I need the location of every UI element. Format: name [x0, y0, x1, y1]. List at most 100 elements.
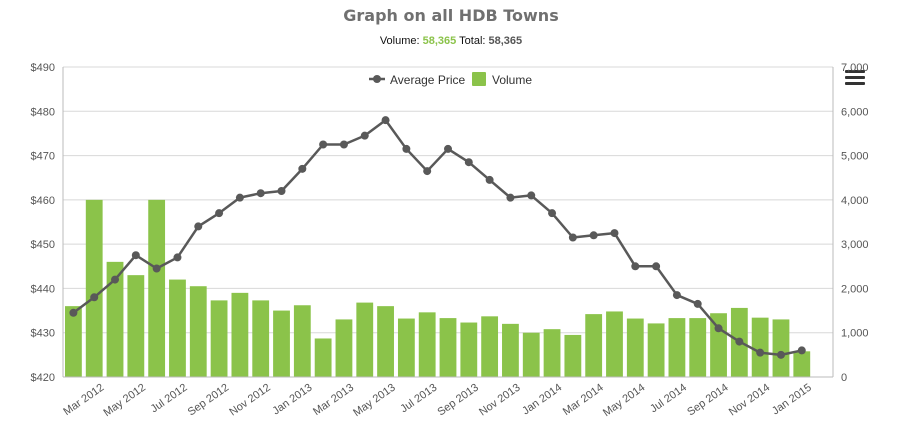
volume-bar[interactable] [210, 300, 228, 377]
volume-bar[interactable] [65, 306, 82, 377]
x-tick-label: Mar 2013 [311, 382, 356, 418]
average-price-point[interactable] [797, 346, 806, 355]
average-price-point[interactable] [693, 299, 702, 308]
y-right-tick-label: 4,000 [841, 195, 869, 207]
y-left-tick-label: $450 [31, 239, 55, 251]
average-price-point[interactable] [756, 348, 765, 357]
average-price-point[interactable] [131, 251, 140, 260]
legend[interactable]: Average Price Volume [369, 72, 532, 87]
volume-bar[interactable] [356, 302, 374, 377]
volume-bar[interactable] [606, 311, 623, 377]
volume-bar[interactable] [481, 316, 499, 377]
average-price-point[interactable] [631, 262, 640, 271]
average-price-point[interactable] [714, 324, 723, 333]
average-price-point[interactable] [423, 167, 432, 176]
volume-bar[interactable] [793, 351, 811, 377]
average-price-point[interactable] [527, 191, 536, 200]
volume-bar[interactable] [668, 318, 686, 377]
legend-line-marker [373, 75, 381, 83]
volume-bar[interactable] [85, 199, 103, 377]
y-left-tick-label: $460 [31, 195, 55, 207]
x-tick-label: May 2013 [351, 382, 397, 420]
y-right-tick-label: 1,000 [841, 328, 869, 340]
x-tick-label: Jul 2013 [398, 382, 439, 416]
average-price-point[interactable] [506, 193, 515, 202]
y-right-tick-label: 7,000 [841, 62, 869, 74]
volume-bar[interactable] [564, 334, 582, 377]
volume-bar[interactable] [689, 318, 707, 377]
average-price-point[interactable] [152, 264, 161, 273]
average-price-point[interactable] [610, 229, 619, 238]
volume-bar[interactable] [127, 275, 145, 377]
volume-bar[interactable] [106, 261, 124, 377]
x-tick-label: Nov 2013 [477, 382, 522, 419]
x-tick-label: Nov 2012 [227, 382, 272, 419]
volume-bar[interactable] [397, 318, 415, 377]
average-price-point[interactable] [464, 158, 473, 167]
volume-bar[interactable] [377, 306, 394, 377]
x-tick-label: Sep 2013 [435, 382, 480, 419]
average-price-point[interactable] [215, 209, 224, 218]
volume-bar[interactable] [335, 319, 353, 377]
volume-bar[interactable] [231, 292, 249, 377]
average-price-point[interactable] [548, 209, 557, 218]
average-price-point[interactable] [776, 350, 785, 359]
volume-bar[interactable] [293, 305, 311, 377]
y-right-tick-label: 5,000 [841, 151, 869, 163]
average-price-point[interactable] [589, 231, 598, 240]
volume-bar[interactable] [585, 314, 603, 377]
average-price-point[interactable] [173, 253, 182, 262]
average-price-point[interactable] [298, 164, 307, 173]
average-price-point[interactable] [319, 140, 328, 149]
average-price-point[interactable] [485, 175, 494, 184]
volume-bar[interactable] [418, 312, 436, 377]
volume-bar[interactable] [710, 313, 727, 377]
average-price-point[interactable] [381, 116, 390, 125]
volume-bar[interactable] [772, 319, 790, 377]
average-price-point[interactable] [402, 144, 411, 153]
volume-bar[interactable] [273, 310, 290, 377]
average-price-point[interactable] [672, 291, 681, 300]
average-price-point[interactable] [652, 262, 661, 271]
volume-bar[interactable] [522, 332, 540, 377]
x-tick-label: Jan 2015 [770, 382, 814, 418]
y-right-tick-label: 2,000 [841, 283, 869, 295]
volume-bar[interactable] [314, 338, 332, 377]
hamburger-menu-icon[interactable] [845, 70, 865, 86]
volume-bar[interactable] [148, 199, 166, 377]
average-price-point[interactable] [69, 308, 78, 317]
x-tick-label: Jan 2013 [270, 382, 314, 418]
volume-bar[interactable] [189, 286, 207, 377]
legend-volume-swatch [472, 72, 486, 86]
average-price-point[interactable] [735, 337, 744, 346]
total-label: Total: [459, 35, 486, 47]
average-price-point[interactable] [444, 144, 452, 153]
x-tick-label: Sep 2012 [186, 382, 231, 419]
volume-bar[interactable] [460, 322, 478, 377]
volume-bar[interactable] [252, 300, 270, 377]
volume-bar[interactable] [647, 323, 665, 377]
average-price-point[interactable] [360, 131, 369, 140]
x-tick-label: Jul 2014 [648, 382, 689, 416]
x-tick-label: Jul 2012 [149, 382, 190, 416]
legend-average-price[interactable]: Average Price [390, 73, 465, 87]
average-price-point[interactable] [568, 233, 577, 242]
average-price-point[interactable] [194, 222, 203, 231]
y-left-tick-label: $420 [31, 372, 55, 384]
x-tick-label: May 2014 [601, 382, 647, 420]
total-value: 58,365 [488, 35, 523, 47]
volume-bar[interactable] [169, 279, 186, 377]
average-price-point[interactable] [235, 193, 244, 202]
volume-bar[interactable] [439, 318, 457, 377]
volume-bar[interactable] [502, 323, 519, 377]
average-price-point[interactable] [277, 187, 286, 195]
volume-bar[interactable] [543, 329, 561, 377]
volume-bar[interactable] [626, 318, 644, 377]
average-price-point[interactable] [111, 275, 120, 284]
legend-volume[interactable]: Volume [492, 73, 532, 87]
volume-bar[interactable] [751, 317, 769, 377]
average-price-point[interactable] [339, 140, 348, 149]
average-price-point[interactable] [90, 293, 99, 302]
average-price-point[interactable] [256, 189, 265, 198]
